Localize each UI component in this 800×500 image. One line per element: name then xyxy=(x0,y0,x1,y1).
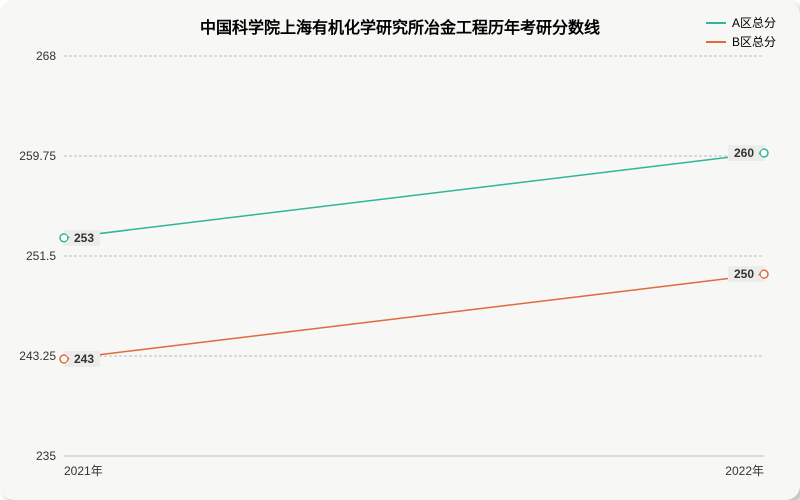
chart-container: 中国科学院上海有机化学研究所冶金工程历年考研分数线 A区总分 B区总分 2352… xyxy=(0,0,800,500)
plot-svg xyxy=(64,56,764,456)
x-tick-label: 2022年 xyxy=(725,456,764,479)
chart-title: 中国科学院上海有机化学研究所冶金工程历年考研分数线 xyxy=(200,14,600,38)
legend-label-a: A区总分 xyxy=(732,14,776,31)
y-tick-label: 268 xyxy=(36,49,64,63)
legend-label-b: B区总分 xyxy=(732,33,776,50)
y-tick-label: 259.75 xyxy=(19,149,64,163)
y-tick-label: 243.25 xyxy=(19,349,64,363)
legend: A区总分 B区总分 xyxy=(706,14,776,52)
y-tick-label: 235 xyxy=(36,449,64,463)
legend-swatch-b xyxy=(706,41,726,43)
plot-area: 235243.25251.5259.752682021年2022年2532602… xyxy=(64,56,764,456)
y-tick-label: 251.5 xyxy=(26,249,64,263)
legend-item-b: B区总分 xyxy=(706,33,776,50)
x-tick-label: 2021年 xyxy=(64,456,103,479)
legend-swatch-a xyxy=(706,22,726,24)
legend-item-a: A区总分 xyxy=(706,14,776,31)
